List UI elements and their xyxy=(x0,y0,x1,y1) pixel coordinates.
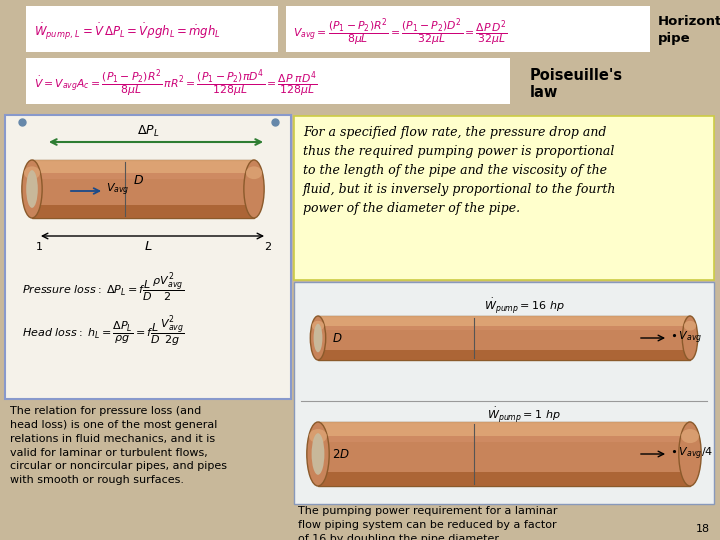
Ellipse shape xyxy=(314,323,323,352)
Text: $\dot{W}_{pump} = 1\ hp$: $\dot{W}_{pump} = 1\ hp$ xyxy=(487,405,561,424)
Bar xyxy=(32,160,254,218)
FancyBboxPatch shape xyxy=(26,58,510,104)
Text: For a specified flow rate, the pressure drop and
thus the required pumping power: For a specified flow rate, the pressure … xyxy=(303,126,616,215)
Text: $\dot{W}_{pump} = 16\ hp$: $\dot{W}_{pump} = 16\ hp$ xyxy=(484,296,564,316)
Text: $L$: $L$ xyxy=(144,240,153,253)
FancyBboxPatch shape xyxy=(294,116,714,280)
Text: $\it{Head\ loss:}$$\;  h_L = \dfrac{\Delta P_L}{\rho g} = f\dfrac{L}{D}\dfrac{V^: $\it{Head\ loss:}$$\; h_L = \dfrac{\Delt… xyxy=(22,315,185,349)
FancyBboxPatch shape xyxy=(26,6,278,52)
Bar xyxy=(318,350,690,360)
Ellipse shape xyxy=(244,160,264,218)
Text: $\dot{V} = V_{avg}A_c = \dfrac{(P_1-P_2)R^2}{8\mu L}\,\pi R^2 = \dfrac{(P_1-P_2): $\dot{V} = V_{avg}A_c = \dfrac{(P_1-P_2)… xyxy=(34,67,318,99)
Bar xyxy=(318,422,690,486)
Text: 2: 2 xyxy=(264,242,271,252)
Text: $\it{Pressure\ loss:}$$\;  \Delta P_L = f\dfrac{L}{D}\dfrac{\rho V^2_{avg}}{2}$: $\it{Pressure\ loss:}$$\; \Delta P_L = f… xyxy=(22,272,184,305)
Ellipse shape xyxy=(307,422,329,486)
Bar xyxy=(318,472,690,486)
Bar xyxy=(318,436,690,442)
Text: $\bullet\, V_{avg}/4$: $\bullet\, V_{avg}/4$ xyxy=(670,446,714,462)
Bar xyxy=(32,173,254,179)
Ellipse shape xyxy=(312,433,325,475)
Text: $\Delta P_L$: $\Delta P_L$ xyxy=(137,124,159,139)
Text: Poiseuille's: Poiseuille's xyxy=(530,68,623,83)
Bar xyxy=(32,160,254,173)
FancyBboxPatch shape xyxy=(294,282,714,504)
Text: pipe: pipe xyxy=(658,32,690,45)
Bar xyxy=(32,205,254,218)
Ellipse shape xyxy=(310,316,325,360)
Text: $\dot{W}_{pump,\,L} = \dot{V}\,\Delta P_L = \dot{V}\rho g h_L = \dot{m}g h_L$: $\dot{W}_{pump,\,L} = \dot{V}\,\Delta P_… xyxy=(34,22,221,42)
Text: $D$: $D$ xyxy=(332,332,343,345)
Text: $\bullet\, V_{avg}$: $\bullet\, V_{avg}$ xyxy=(670,330,703,346)
Ellipse shape xyxy=(26,170,37,208)
FancyBboxPatch shape xyxy=(5,115,291,399)
Text: The relation for pressure loss (and
head loss) is one of the most general
relati: The relation for pressure loss (and head… xyxy=(10,406,227,485)
Ellipse shape xyxy=(24,166,40,179)
Text: The pumping power requirement for a laminar
flow piping system can be reduced by: The pumping power requirement for a lami… xyxy=(298,506,557,540)
Text: Horizontal: Horizontal xyxy=(658,15,720,28)
Text: $D$: $D$ xyxy=(132,174,144,187)
Ellipse shape xyxy=(679,422,701,486)
Bar xyxy=(318,422,690,436)
Ellipse shape xyxy=(309,429,327,443)
Ellipse shape xyxy=(22,160,42,218)
Text: $V_{avg}$: $V_{avg}$ xyxy=(106,182,130,198)
Text: 18: 18 xyxy=(696,524,710,534)
Bar xyxy=(318,316,690,326)
Text: $V_{avg} = \dfrac{(P_1-P_2)R^2}{8\mu L} = \dfrac{(P_1-P_2)D^2}{32\mu L} = \dfrac: $V_{avg} = \dfrac{(P_1-P_2)R^2}{8\mu L} … xyxy=(293,16,508,48)
Text: law: law xyxy=(530,85,559,100)
Bar xyxy=(318,316,690,360)
Ellipse shape xyxy=(684,321,696,330)
FancyBboxPatch shape xyxy=(286,6,650,52)
Text: $2D$: $2D$ xyxy=(332,448,350,461)
Ellipse shape xyxy=(312,321,324,330)
Ellipse shape xyxy=(683,316,698,360)
Ellipse shape xyxy=(246,166,262,179)
Text: 1: 1 xyxy=(36,242,43,252)
Ellipse shape xyxy=(681,429,699,443)
Bar xyxy=(318,326,690,330)
